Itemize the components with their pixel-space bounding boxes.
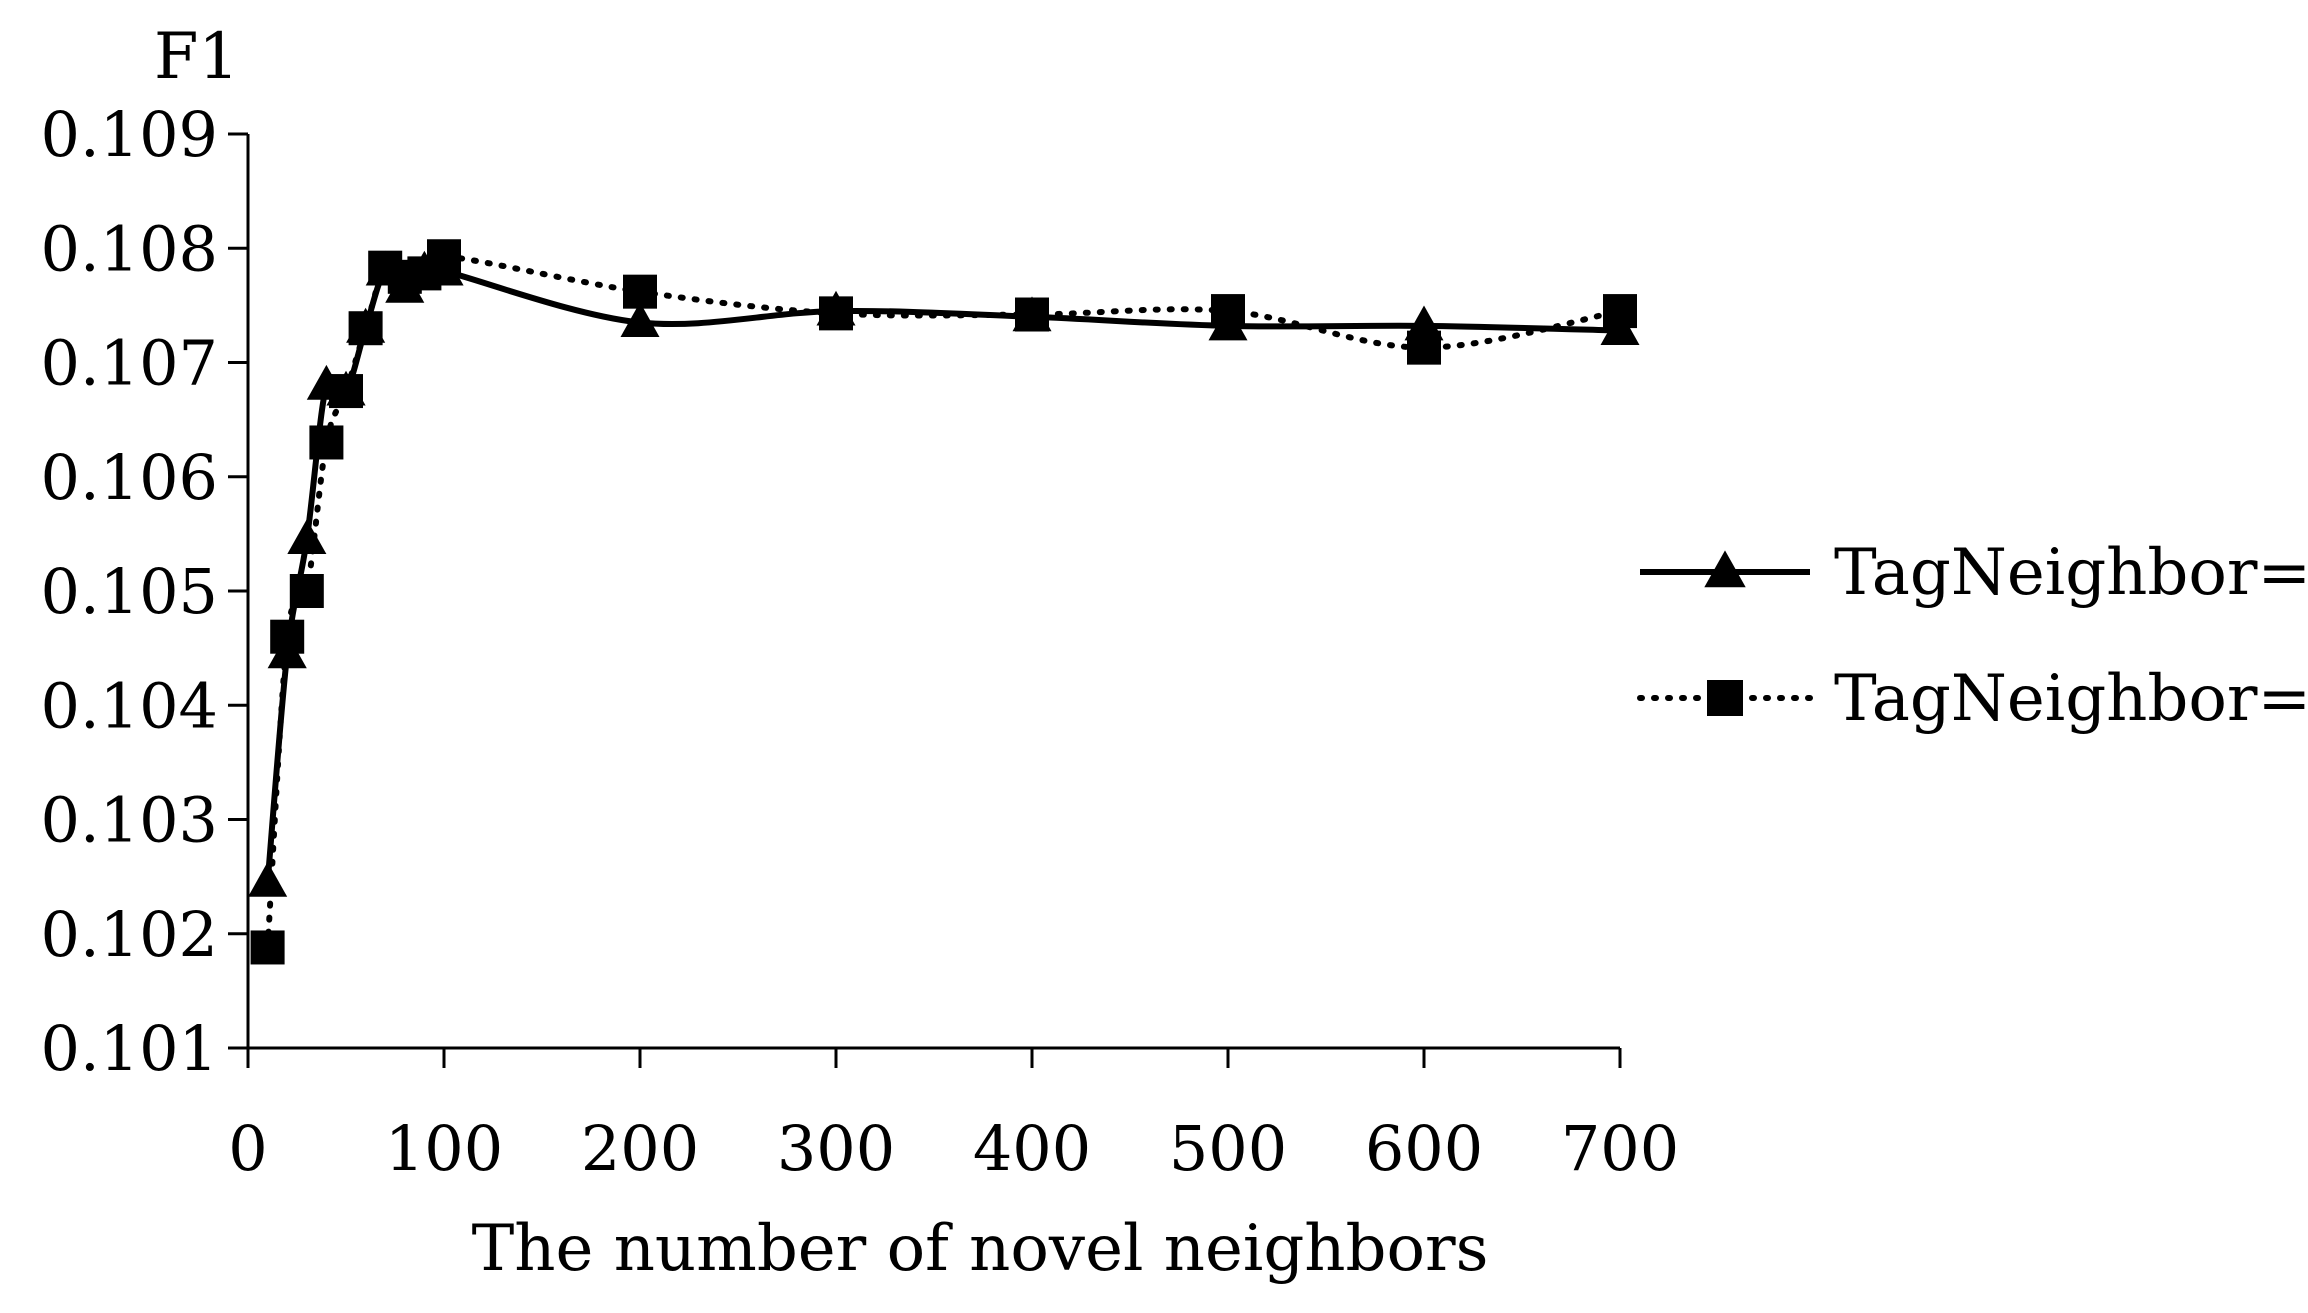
x-tick-label: 100 [385,1112,503,1185]
data-point-triangle [326,370,366,406]
y-tick-label: 0.107 [41,327,219,400]
data-point-triangle [267,633,307,669]
data-point-triangle [424,250,464,286]
data-point-square [289,574,324,608]
data-point-triangle [287,519,327,554]
data-point-triangle [1012,296,1052,332]
legend-marker-square [1707,680,1743,716]
data-point-triangle [365,250,405,286]
x-tick-label: 700 [1561,1112,1679,1185]
x-tick-label: 200 [581,1112,699,1185]
y-tick-label: 0.104 [41,669,219,742]
data-point-triangle [385,267,425,303]
data-point-triangle [346,307,386,343]
data-point-triangle [248,861,288,897]
y-tick-label: 0.101 [41,1012,219,1085]
legend-label-2: TagNeighbor=4 [1834,662,2308,736]
y-tick-label: 0.106 [41,441,219,514]
y-axis-title: F1 [154,20,239,94]
data-point-triangle [1600,310,1640,345]
x-tick-label: 600 [1365,1112,1483,1185]
data-point-square [250,930,285,965]
data-point-triangle [1404,305,1444,341]
legend-label-1: TagNeighbor=3 [1834,536,2308,610]
y-tick-label: 0.102 [41,898,219,971]
legend-marker-triangle [1704,550,1746,588]
data-point-triangle [1208,305,1248,341]
legend: TagNeighbor=3 TagNeighbor=4 [1637,536,2308,736]
axes: 0.101 0.102 0.103 0.104 0.105 0.106 0.107 0.108… [41,98,1680,1185]
x-tick-label: 0 [228,1112,267,1185]
plot-area [248,239,1640,965]
y-tick-label: 0.109 [41,98,219,171]
data-point-square [309,425,344,460]
x-tick-label: 500 [1169,1112,1287,1185]
y-tick-label: 0.103 [41,784,219,857]
data-point-triangle [620,302,660,337]
y-tick-label: 0.105 [41,555,219,628]
y-tick-label: 0.108 [41,212,219,285]
x-tick-label: 400 [973,1112,1091,1185]
x-tick-label: 300 [777,1112,895,1185]
x-axis-title: The number of novel neighbors [472,1212,1489,1286]
data-point-triangle [816,290,856,326]
